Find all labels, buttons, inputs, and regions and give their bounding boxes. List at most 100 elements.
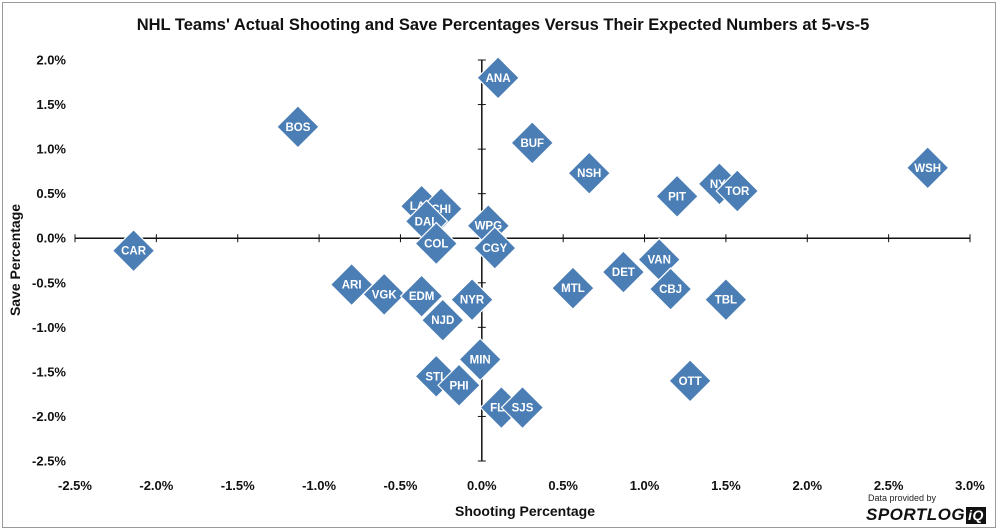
team-marker [111, 228, 156, 273]
team-label: VGK [372, 289, 398, 301]
team-label: WSH [914, 163, 941, 175]
x-tick-label: -2.5% [58, 478, 92, 493]
x-tick-label: -1.0% [302, 478, 336, 493]
team-marker [362, 272, 407, 317]
y-tick-label: 2.0% [36, 53, 66, 68]
team-marker [472, 226, 517, 270]
team-label: NSH [577, 168, 601, 180]
chart-title: NHL Teams' Actual Shooting and Save Perc… [137, 16, 870, 34]
team-label: CBJ [659, 284, 682, 296]
brand-main: SPORTLOG [866, 505, 966, 524]
y-tick-label: 0.0% [36, 231, 66, 246]
team-label: CAR [121, 246, 147, 258]
team-label: OTT [679, 376, 702, 388]
team-label: BOS [285, 122, 310, 134]
x-tick-label: 0.0% [467, 478, 497, 493]
y-tick-label: 0.5% [36, 186, 66, 201]
y-tick-label: 1.5% [36, 97, 66, 112]
team-label: VAN [647, 255, 670, 267]
data-credit: Data provided by [868, 493, 937, 503]
team-points: ANABOSBUFNSHWSHNYITORPITLAKCHIDALWPGCOLC… [111, 55, 950, 430]
x-axis-title: Shooting Percentage [455, 503, 595, 519]
team-label: CGY [482, 243, 507, 255]
team-marker [476, 55, 520, 100]
team-marker [420, 298, 465, 343]
team-label: ARI [342, 280, 362, 292]
team-marker [668, 358, 712, 403]
team-point-pit: PIT [655, 174, 699, 219]
team-label: ANA [486, 73, 511, 85]
team-point-buf: BUF [510, 121, 555, 165]
team-marker [510, 121, 555, 165]
team-label: NJD [431, 315, 454, 327]
y-tick-label: -0.5% [32, 275, 66, 290]
team-point-bos: BOS [276, 104, 320, 149]
team-point-edm: EDM [399, 274, 444, 318]
axes [75, 60, 970, 461]
team-point-tbl: TBL [704, 277, 748, 322]
x-tick-label: 2.0% [792, 478, 822, 493]
team-label: SJS [512, 403, 534, 415]
y-tick-label: 1.0% [36, 142, 66, 157]
team-label: DAL [415, 216, 439, 228]
team-label: STL [425, 371, 447, 383]
x-tick-label: -2.0% [139, 478, 173, 493]
team-point-vgk: VGK [362, 272, 407, 317]
team-point-min: MIN [458, 337, 503, 382]
team-label: MIN [470, 354, 491, 366]
team-marker [399, 274, 444, 318]
x-tick-label: 3.0% [955, 478, 985, 493]
team-point-nsh: NSH [567, 151, 612, 196]
team-label: PIT [668, 191, 686, 203]
team-point-ana: ANA [476, 55, 520, 100]
team-label: NYR [460, 295, 485, 307]
y-tick-label: -1.0% [32, 320, 66, 335]
team-marker [450, 277, 494, 322]
team-marker [715, 169, 760, 213]
team-marker [601, 250, 646, 294]
team-label: MTL [561, 283, 585, 295]
team-marker [437, 363, 481, 408]
team-marker [458, 337, 503, 382]
team-label: TOR [725, 186, 750, 198]
team-point-cgy: CGY [472, 226, 517, 270]
team-point-det: DET [601, 250, 646, 294]
team-point-sjs: SJS [500, 385, 545, 430]
team-marker [329, 262, 374, 307]
team-marker [648, 267, 693, 311]
y-tick-label: -2.0% [32, 409, 66, 424]
team-label: EDM [409, 291, 435, 303]
y-tick-label: -2.5% [32, 454, 66, 469]
team-point-col: COL [414, 221, 459, 266]
team-marker [500, 385, 545, 430]
team-marker [276, 104, 320, 149]
team-marker [414, 221, 459, 266]
team-point-wsh: WSH [905, 145, 950, 190]
y-axis-ticks: 2.0% 1.5% 1.0% 0.5% 0.0% -0.5% -1.0% -1.5% -2.0%… [32, 53, 486, 469]
team-label: DET [612, 267, 635, 279]
team-marker [655, 174, 699, 219]
x-tick-label: -0.5% [383, 478, 417, 493]
team-marker [704, 277, 748, 322]
x-tick-label: 2.5% [874, 478, 904, 493]
x-tick-label: 1.0% [630, 478, 660, 493]
team-point-nyr: NYR [450, 277, 494, 322]
x-tick-label: 0.5% [548, 478, 578, 493]
team-point-car: CAR [111, 228, 156, 273]
team-label: PHI [449, 380, 468, 392]
team-point-ari: ARI [329, 262, 374, 307]
team-label: COL [424, 239, 448, 251]
sportlogiq-logo: SPORTLOG iQ [866, 505, 986, 525]
team-label: TBL [715, 295, 737, 307]
x-tick-label: 1.5% [711, 478, 741, 493]
x-tick-label: -1.5% [221, 478, 255, 493]
team-point-mtl: MTL [551, 266, 595, 310]
team-marker [905, 145, 950, 190]
brand-suffix: iQ [966, 507, 986, 524]
y-tick-label: -1.5% [32, 364, 66, 379]
team-point-tor: TOR [715, 169, 760, 213]
team-point-ott: OTT [668, 358, 712, 403]
team-marker [567, 151, 612, 196]
